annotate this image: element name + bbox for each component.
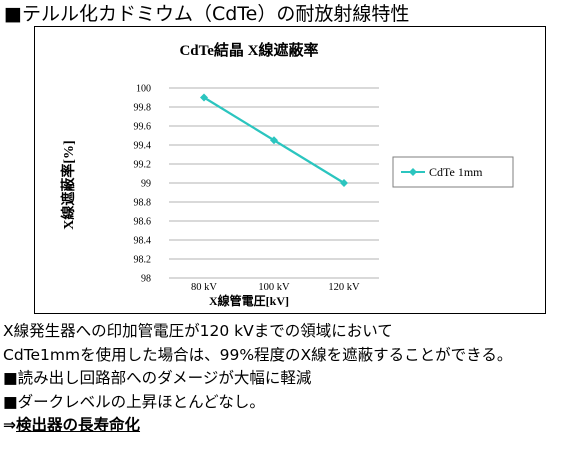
y-tick-label: 99.8 bbox=[134, 103, 152, 114]
data-point-marker bbox=[340, 179, 348, 187]
description-block: X線発生器への印加管電圧が120 kVまでの領域において CdTe1mmを使用し… bbox=[3, 320, 512, 438]
bullet-dark-level: ■ダークレベルの上昇ほとんどなし。 bbox=[3, 392, 265, 411]
arrow-icon: ⇒ bbox=[3, 416, 16, 434]
x-tick-label: 80 kV bbox=[191, 282, 217, 293]
chart-title: CdTe結晶 X線遮蔽率 bbox=[179, 41, 318, 59]
chart-series bbox=[200, 93, 348, 187]
y-tick-label: 99.2 bbox=[134, 160, 152, 171]
shielding-rate-chart: CdTe結晶 X線遮蔽率 100 99.8 99.6 99.4 99.2 99 98.8 98… bbox=[60, 41, 514, 308]
x-tick-label: 120 kV bbox=[328, 282, 360, 293]
x-axis-ticks: 80 kV 100 kV 120 kV bbox=[191, 282, 360, 293]
y-tick-label: 99.4 bbox=[134, 141, 152, 152]
chart-legend: CdTe 1mm bbox=[392, 156, 514, 188]
chart-frame: CdTe結晶 X線遮蔽率 100 99.8 99.6 99.4 99.2 99 98.8 98… bbox=[34, 26, 546, 314]
y-tick-label: 98.6 bbox=[134, 217, 152, 228]
y-tick-label: 98 bbox=[141, 274, 151, 285]
y-tick-label: 98.2 bbox=[134, 255, 152, 266]
data-point-marker bbox=[270, 136, 278, 145]
conclusion-text: 検出器の長寿命化 bbox=[16, 416, 141, 434]
conclusion-line: ⇒検出器の長寿命化 bbox=[3, 414, 512, 438]
description-line-1: X線発生器への印加管電圧が120 kVまでの領域において bbox=[3, 322, 393, 340]
slide-heading: ■テルル化カドミウム（CdTe）の耐放射線特性 bbox=[4, 3, 410, 25]
y-tick-label: 99 bbox=[141, 179, 151, 190]
chart-grid bbox=[169, 87, 379, 279]
legend-series-marker bbox=[409, 168, 417, 176]
description-line-2: CdTe1mmを使用した場合は、99%程度のX線を遮蔽することができる。 bbox=[3, 345, 513, 364]
y-tick-label: 98.8 bbox=[134, 198, 152, 209]
bullet-damage-reduction: ■読み出し回路部へのダメージが大幅に軽減 bbox=[3, 369, 312, 387]
x-tick-label: 100 kV bbox=[258, 282, 290, 293]
y-tick-label: 98.4 bbox=[134, 236, 152, 247]
y-tick-label: 100 bbox=[136, 84, 151, 95]
y-tick-label: 99.6 bbox=[134, 122, 152, 133]
data-point-marker bbox=[200, 93, 208, 102]
legend-series-label: CdTe 1mm bbox=[429, 165, 483, 179]
x-axis-label: X線管電圧[kV] bbox=[209, 293, 289, 308]
y-axis-ticks: 100 99.8 99.6 99.4 99.2 99 98.8 98.6 98.4 98.2 98 bbox=[134, 84, 152, 285]
y-axis-label: X線遮蔽率[%] bbox=[60, 140, 77, 229]
